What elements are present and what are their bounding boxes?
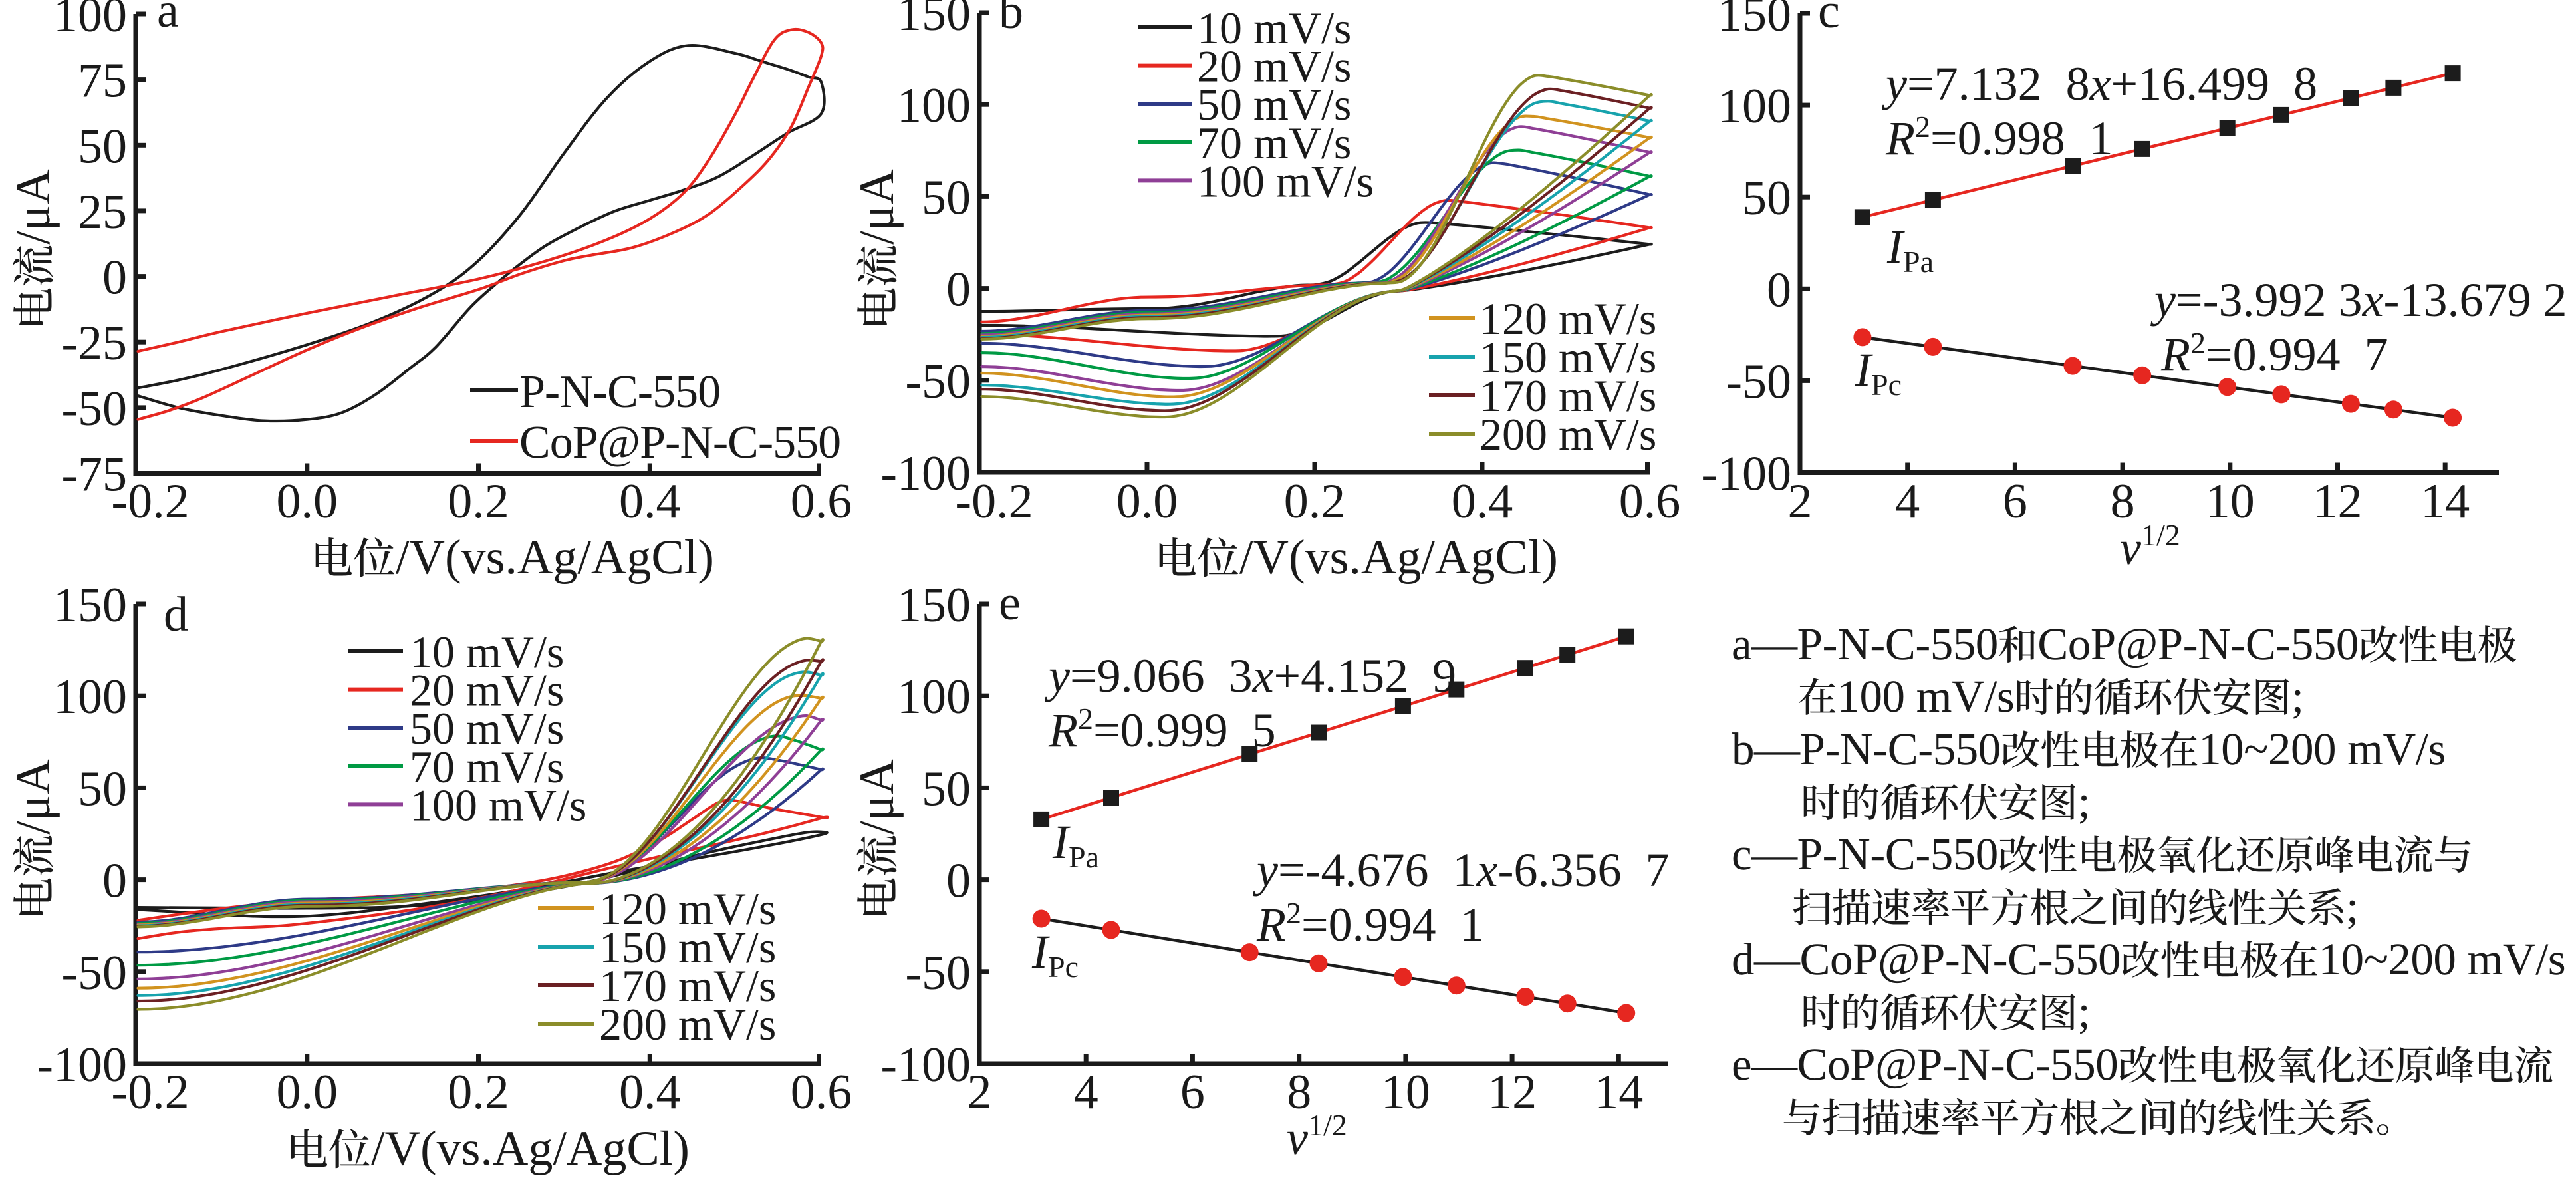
svg-text:150 mV/s: 150 mV/s <box>1480 332 1656 382</box>
svg-text:100: 100 <box>897 78 971 133</box>
svg-text:100: 100 <box>53 670 127 724</box>
svg-text:0.4: 0.4 <box>619 474 681 529</box>
svg-text:12: 12 <box>1487 1065 1537 1119</box>
svg-text:10 mV/s: 10 mV/s <box>1197 3 1351 53</box>
svg-text:100: 100 <box>1718 79 1791 134</box>
svg-text:50: 50 <box>1742 171 1791 225</box>
svg-text:10: 10 <box>1381 1065 1430 1119</box>
svg-text:-50: -50 <box>905 946 971 1000</box>
svg-text:10: 10 <box>2206 474 2255 529</box>
svg-text:50: 50 <box>78 762 127 816</box>
svg-text:100 mV/s: 100 mV/s <box>410 780 586 830</box>
svg-text:150: 150 <box>1718 0 1791 42</box>
svg-text:200 mV/s: 200 mV/s <box>599 999 776 1050</box>
svg-text:e: e <box>999 576 1021 631</box>
svg-text:50: 50 <box>78 119 127 174</box>
svg-text:200 mV/s: 200 mV/s <box>1480 409 1656 460</box>
svg-text:100 mV/s: 100 mV/s <box>1197 156 1374 206</box>
svg-text:R2=0.994 1: R2=0.994 1 <box>1256 896 1484 951</box>
svg-text:150: 150 <box>897 0 971 41</box>
svg-text:2: 2 <box>967 1065 992 1119</box>
svg-text:6: 6 <box>2003 474 2027 529</box>
svg-text:c: c <box>1818 0 1840 39</box>
svg-text:y=7.132 8x+16.499 8: y=7.132 8x+16.499 8 <box>1881 57 2317 110</box>
svg-text:0: 0 <box>946 854 971 909</box>
svg-text:-50: -50 <box>61 382 127 436</box>
svg-text:6: 6 <box>1180 1065 1205 1119</box>
svg-text:0.2: 0.2 <box>1284 474 1346 529</box>
svg-text:R2=0.994 7: R2=0.994 7 <box>2160 326 2388 381</box>
svg-text:4: 4 <box>1074 1065 1098 1119</box>
svg-text:150 mV/s: 150 mV/s <box>599 922 776 972</box>
svg-text:CoP@P-N-C-550: CoP@P-N-C-550 <box>519 417 840 468</box>
svg-text:70 mV/s: 70 mV/s <box>1197 118 1351 168</box>
svg-text:-50: -50 <box>1726 355 1791 409</box>
svg-text:R2=0.999 5: R2=0.999 5 <box>1048 702 1276 757</box>
svg-text:P-N-C-550: P-N-C-550 <box>519 367 720 418</box>
svg-text:0.2: 0.2 <box>448 1065 509 1119</box>
svg-text:25: 25 <box>78 185 127 239</box>
svg-text:70 mV/s: 70 mV/s <box>410 742 564 792</box>
svg-text:120 mV/s: 120 mV/s <box>1480 293 1656 344</box>
svg-text:v1/2: v1/2 <box>2120 518 2180 575</box>
svg-text:50 mV/s: 50 mV/s <box>1197 79 1351 130</box>
svg-text:0: 0 <box>1767 263 1791 317</box>
svg-text:d: d <box>164 587 188 642</box>
svg-text:170 mV/s: 170 mV/s <box>599 960 776 1011</box>
svg-text:-0.2: -0.2 <box>955 474 1033 529</box>
svg-text:20 mV/s: 20 mV/s <box>1197 41 1351 92</box>
svg-text:-50: -50 <box>61 946 127 1000</box>
svg-text:100: 100 <box>897 670 971 724</box>
svg-text:-50: -50 <box>905 355 971 409</box>
svg-text:0.6: 0.6 <box>791 1065 852 1119</box>
svg-text:4: 4 <box>1895 474 1920 529</box>
svg-text:R2=0.998 1: R2=0.998 1 <box>1885 110 2113 165</box>
svg-text:170 mV/s: 170 mV/s <box>1480 370 1656 421</box>
svg-text:-75: -75 <box>61 448 127 502</box>
svg-text:10 mV/s: 10 mV/s <box>410 627 564 677</box>
svg-text:50: 50 <box>922 170 971 225</box>
svg-text:20 mV/s: 20 mV/s <box>410 665 564 716</box>
svg-text:0: 0 <box>102 854 127 909</box>
svg-text:a: a <box>157 0 179 38</box>
svg-text:-25: -25 <box>61 316 127 370</box>
svg-text:-100: -100 <box>880 1038 971 1092</box>
svg-text:12: 12 <box>2313 474 2363 529</box>
svg-text:0: 0 <box>946 263 971 317</box>
svg-text:2: 2 <box>1788 474 1813 529</box>
svg-text:14: 14 <box>1594 1065 1643 1119</box>
svg-text:75: 75 <box>78 54 127 108</box>
svg-text:0.4: 0.4 <box>1452 474 1513 529</box>
svg-text:y=-4.676 1x-6.356 7: y=-4.676 1x-6.356 7 <box>1252 843 1670 897</box>
svg-text:y=9.066 3x+4.152 9: y=9.066 3x+4.152 9 <box>1044 649 1456 702</box>
svg-text:150: 150 <box>897 578 971 633</box>
svg-text:-100: -100 <box>37 1038 127 1092</box>
svg-text:-100: -100 <box>1701 447 1791 502</box>
svg-text:50 mV/s: 50 mV/s <box>410 703 564 754</box>
svg-text:v1/2: v1/2 <box>1287 1108 1347 1165</box>
svg-text:50: 50 <box>922 762 971 816</box>
svg-text:0.4: 0.4 <box>619 1065 681 1119</box>
svg-text:0.0: 0.0 <box>1116 474 1178 529</box>
svg-text:0.2: 0.2 <box>448 474 509 529</box>
svg-text:8: 8 <box>1287 1065 1311 1119</box>
svg-text:120 mV/s: 120 mV/s <box>599 883 776 934</box>
svg-text:b: b <box>999 0 1023 39</box>
svg-text:0.6: 0.6 <box>791 474 852 529</box>
svg-text:0.6: 0.6 <box>1619 474 1681 529</box>
svg-text:-0.2: -0.2 <box>111 474 189 529</box>
svg-text:0.0: 0.0 <box>277 474 338 529</box>
svg-text:0.0: 0.0 <box>277 1065 338 1119</box>
svg-text:0: 0 <box>102 251 127 305</box>
svg-text:150: 150 <box>53 578 127 633</box>
svg-text:14: 14 <box>2420 474 2470 529</box>
svg-text:-100: -100 <box>880 446 971 501</box>
svg-text:y=-3.992 3x-13.679 2: y=-3.992 3x-13.679 2 <box>2150 273 2567 327</box>
svg-text:-0.2: -0.2 <box>111 1065 189 1119</box>
svg-text:100: 100 <box>53 0 127 43</box>
svg-text:8: 8 <box>2111 474 2135 529</box>
